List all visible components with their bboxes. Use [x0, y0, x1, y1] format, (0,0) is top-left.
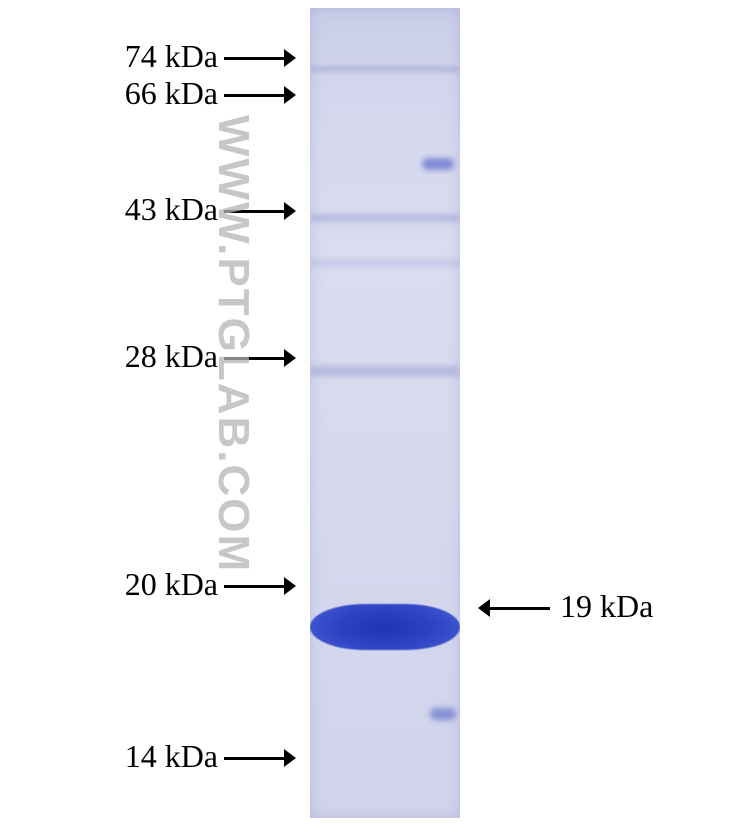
gel-lane	[310, 8, 460, 818]
target-arrow-shaft	[490, 607, 550, 610]
marker-label-43-kDa: 43 kDa	[125, 191, 218, 228]
marker-label-20-kDa: 20 kDa	[125, 566, 218, 603]
marker-arrow-head	[284, 202, 296, 220]
marker-label-74-kDa: 74 kDa	[125, 38, 218, 75]
marker-arrow-shaft	[224, 210, 284, 213]
faint-band-3	[310, 260, 460, 266]
faint-band-2	[310, 214, 460, 222]
faint-band-0	[310, 66, 460, 72]
faint-band-4	[310, 366, 460, 376]
marker-arrow-shaft	[224, 357, 284, 360]
target-band-label: 19 kDa	[560, 588, 653, 625]
marker-arrow-head	[284, 49, 296, 67]
target-arrow-head	[478, 599, 490, 617]
faint-band-1	[422, 158, 454, 170]
marker-arrow-head	[284, 349, 296, 367]
marker-arrow-shaft	[224, 57, 284, 60]
marker-arrow-shaft	[224, 94, 284, 97]
marker-label-14-kDa: 14 kDa	[125, 738, 218, 775]
marker-arrow-head	[284, 577, 296, 595]
marker-label-28-kDa: 28 kDa	[125, 338, 218, 375]
main-protein-band	[310, 604, 460, 650]
marker-arrow-shaft	[224, 585, 284, 588]
marker-arrow-shaft	[224, 757, 284, 760]
faint-band-6	[430, 708, 456, 720]
marker-label-66-kDa: 66 kDa	[125, 75, 218, 112]
marker-arrow-head	[284, 86, 296, 104]
marker-arrow-head	[284, 749, 296, 767]
